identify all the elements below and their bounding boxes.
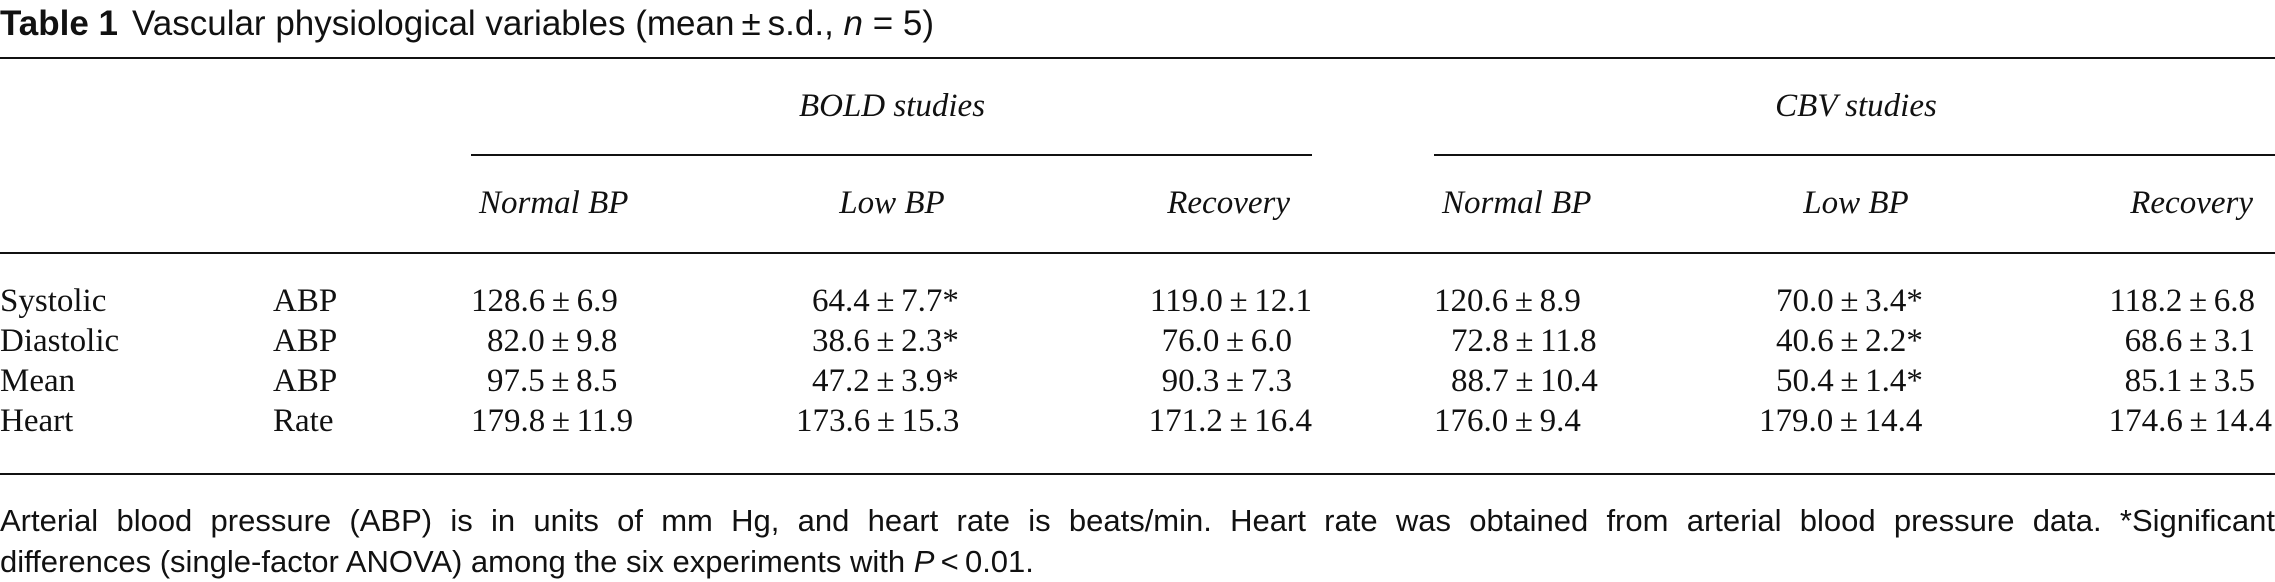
table-footnote: Arterial blood pressure (ABP) is in unit… [0, 500, 2275, 582]
top-rule [0, 57, 2275, 59]
column-header: Low BP [1803, 185, 1909, 221]
table-cell: 171.2 ± 16.4 [1148, 403, 1312, 439]
table-cell: 173.6 ± 15.3 [796, 403, 960, 439]
group-rule-bold [471, 154, 1312, 156]
table-cell: 70.0 ± 3.4* [1776, 283, 1923, 319]
group-rule-cbv [1434, 154, 2275, 156]
table-number: Table 1 [0, 4, 119, 43]
group-header-bold: BOLD studies [798, 88, 986, 124]
table-cell: 179.8 ± 11.9 [471, 403, 634, 439]
table-cell: 176.0 ± 9.4 [1434, 403, 1581, 439]
table-cell: 174.6 ± 14.4 [2108, 403, 2272, 439]
footnote-line-2: differences (single-factor ANOVA) among … [0, 541, 2275, 582]
group-header-cbv: CBV studies [1775, 88, 1937, 124]
table-cell: 47.2 ± 3.9* [812, 363, 959, 399]
bottom-rule [0, 473, 2275, 475]
table-cell: 90.3 ± 7.3 [1161, 363, 1292, 399]
table-cell: 128.6 ± 6.9 [471, 283, 618, 319]
footnote-line-1: Arterial blood pressure (ABP) is in unit… [0, 503, 2275, 538]
row-unit: Rate [273, 403, 334, 439]
column-header: Normal BP [1442, 185, 1592, 221]
row-label: Heart [0, 403, 74, 439]
column-header: Normal BP [479, 185, 629, 221]
table-cell: 82.0 ± 9.8 [487, 323, 618, 359]
caption-n-symbol: n [843, 4, 863, 43]
column-header: Recovery [1167, 185, 1290, 221]
caption-text: Vascular physiological variables (mean ±… [132, 4, 844, 43]
table-cell: 40.6 ± 2.2* [1776, 323, 1923, 359]
footnote-p-symbol: P [913, 544, 935, 579]
table-cell: 119.0 ± 12.1 [1149, 283, 1312, 319]
table-cell: 38.6 ± 2.3* [812, 323, 959, 359]
table-cell: 76.0 ± 6.0 [1161, 323, 1292, 359]
caption-n-value: = 5) [863, 4, 935, 43]
row-label: Mean [0, 363, 76, 399]
table-cell: 50.4 ± 1.4* [1776, 363, 1923, 399]
table-cell: 72.8 ± 11.8 [1451, 323, 1597, 359]
table-cell: 64.4 ± 7.7* [812, 283, 959, 319]
table-cell: 120.6 ± 8.9 [1434, 283, 1581, 319]
table-cell: 68.6 ± 3.1 [2124, 323, 2255, 359]
table-cell: 85.1 ± 3.5 [2124, 363, 2255, 399]
table-cell: 118.2 ± 6.8 [2109, 283, 2255, 319]
row-label: Systolic [0, 283, 107, 319]
table-cell: 179.0 ± 14.4 [1759, 403, 1923, 439]
row-unit: ABP [273, 283, 338, 319]
footnote-text: differences (single-factor ANOVA) among … [0, 544, 914, 579]
row-unit: ABP [273, 363, 338, 399]
column-header: Recovery [2130, 185, 2253, 221]
header-rule [0, 252, 2275, 254]
footnote-p-value: < 0.01. [934, 544, 1034, 579]
table-cell: 97.5 ± 8.5 [487, 363, 618, 399]
row-label: Diastolic [0, 323, 120, 359]
column-header: Low BP [839, 185, 945, 221]
table-caption: Table 1 Vascular physiological variables … [0, 4, 934, 44]
table-cell: 88.7 ± 10.4 [1451, 363, 1598, 399]
row-unit: ABP [273, 323, 338, 359]
